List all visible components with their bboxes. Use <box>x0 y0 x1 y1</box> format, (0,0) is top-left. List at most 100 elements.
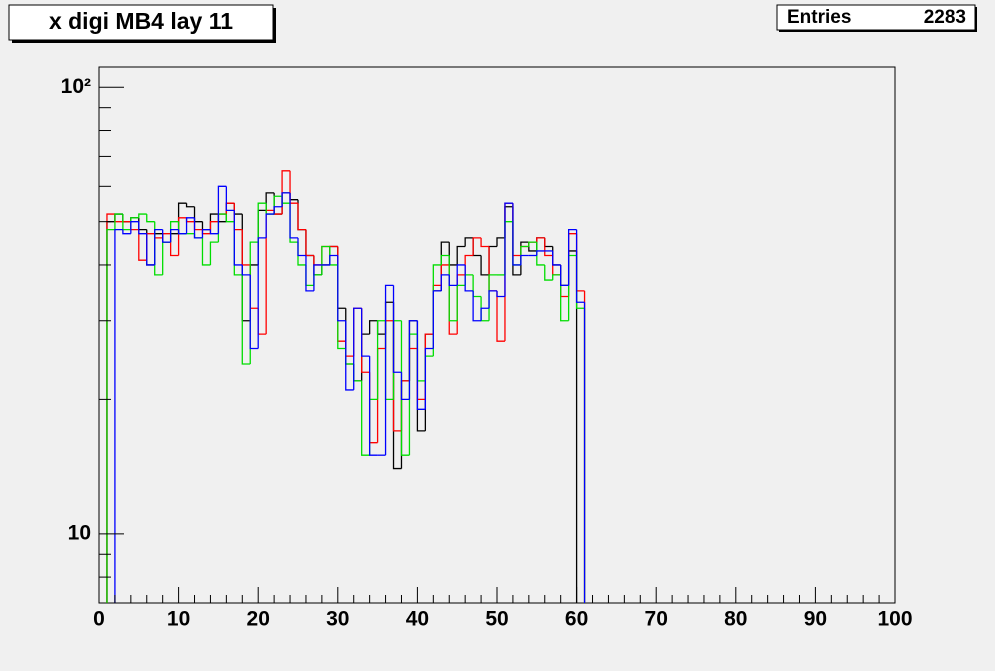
histogram-bin <box>583 302 586 603</box>
histogram-bin <box>496 290 505 342</box>
histogram-bin <box>567 228 577 286</box>
histogram-bin <box>329 254 338 265</box>
y-tick-label: 10 <box>68 521 91 544</box>
histogram-bin <box>408 320 418 400</box>
histogram-bin <box>552 274 561 281</box>
histogram-bin <box>464 237 474 247</box>
histogram-bin <box>154 228 163 265</box>
stats-box <box>776 4 976 31</box>
histogram-bin <box>440 274 450 291</box>
histogram-bin <box>146 214 155 223</box>
histogram-bin <box>201 237 211 266</box>
histogram-bin <box>560 264 569 287</box>
x-tick-label: 50 <box>485 608 508 631</box>
histogram-bin <box>185 217 195 234</box>
histogram-bin <box>400 372 410 401</box>
histogram-bin <box>392 285 402 373</box>
histogram-bin <box>361 380 370 456</box>
histogram-bin <box>337 255 346 322</box>
histogram-bin <box>544 264 553 281</box>
histogram-bin <box>480 237 490 248</box>
histogram-bin <box>376 320 386 400</box>
x-tick-label: 30 <box>326 608 349 631</box>
histogram-bin <box>209 241 219 265</box>
histogram-bin <box>416 320 426 410</box>
histogram-bin <box>257 237 267 349</box>
histogram-bin <box>488 290 497 309</box>
histogram-bin <box>217 185 227 234</box>
histogram-bin <box>560 274 569 322</box>
histogram-bin <box>400 320 410 456</box>
x-tick-label: 100 <box>877 608 912 631</box>
histogram-bin <box>552 250 561 266</box>
histogram-bin <box>233 210 243 266</box>
histogram-bin <box>146 233 155 266</box>
histograms <box>106 170 586 603</box>
histogram-bin <box>440 254 450 265</box>
histogram-bin <box>480 307 490 321</box>
histogram-bin <box>472 237 482 256</box>
histogram-bin <box>177 217 187 256</box>
histogram-bin <box>464 264 474 292</box>
title-box <box>8 4 274 41</box>
histogram-bin <box>384 284 394 456</box>
histogram-bin <box>138 229 147 261</box>
histogram-bin <box>472 290 482 322</box>
histogram-bin <box>193 217 203 239</box>
x-tick-label: 70 <box>645 608 668 631</box>
histogram-bin <box>209 229 219 235</box>
histogram-bin <box>305 255 314 292</box>
x-tick-label: 20 <box>247 608 270 631</box>
histogram-bin <box>575 229 585 303</box>
histogram-bin <box>297 237 306 257</box>
histogram-bin <box>249 274 259 350</box>
histogram-bin <box>114 213 123 230</box>
histogram-bin <box>496 237 505 247</box>
histogram-bin <box>353 307 362 390</box>
histogram-bin <box>456 245 466 265</box>
histogram-bin <box>289 192 298 239</box>
histogram-bin <box>448 274 458 287</box>
histogram-bin <box>281 192 291 207</box>
histogram-bin <box>106 228 115 603</box>
histogram-bin <box>313 264 322 291</box>
histogram-bin <box>536 250 545 256</box>
histogram-bin <box>368 356 378 456</box>
chart-title: x digi MB4 lay 11 <box>49 8 233 34</box>
histogram-bin <box>496 290 505 298</box>
histogram-bin <box>169 228 179 243</box>
histogram-bin <box>114 228 123 603</box>
histogram-bin <box>162 229 171 243</box>
histogram-bin <box>201 228 211 238</box>
histogram-bin <box>575 250 578 603</box>
histogram-bin <box>361 308 370 357</box>
histogram-bin <box>504 202 513 297</box>
histogram-bin <box>138 221 147 235</box>
histogram-bin <box>544 237 553 257</box>
histogram-bin <box>456 264 466 286</box>
histogram-bin <box>241 264 251 276</box>
stats-label: Entries <box>787 7 851 28</box>
histogram-bin <box>424 347 434 410</box>
x-tick-label: 90 <box>804 608 827 631</box>
histogram-bin <box>257 202 267 243</box>
histogram-bin <box>122 229 131 235</box>
histogram-bin <box>265 213 275 238</box>
x-tick-label: 10 <box>167 608 190 631</box>
histogram-bin <box>130 221 139 234</box>
histogram-bin <box>536 237 545 243</box>
histogram-bin <box>520 254 529 265</box>
x-tick-label: 60 <box>565 608 588 631</box>
histogram-bin <box>432 290 442 349</box>
histogram-bin <box>368 320 378 335</box>
histogram-bin <box>512 203 521 266</box>
histogram-bin <box>225 186 235 212</box>
histogram-bin <box>241 274 251 365</box>
x-tick-label: 40 <box>406 608 429 631</box>
histogram-bin <box>480 255 490 276</box>
histogram-bin <box>345 320 354 391</box>
x-tick-label: 0 <box>93 608 105 631</box>
histogram-bin <box>185 203 195 208</box>
